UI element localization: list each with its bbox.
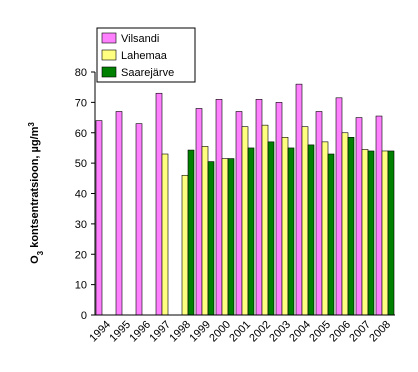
x-tick-label: 2004 xyxy=(287,319,313,345)
y-tick-label: 60 xyxy=(75,128,87,140)
y-label-part: 3 xyxy=(27,122,36,127)
bar xyxy=(95,120,103,316)
x-tick-label: 2005 xyxy=(307,319,333,345)
bar xyxy=(215,99,223,316)
bar xyxy=(375,115,383,316)
bar xyxy=(387,150,395,316)
bar xyxy=(295,83,303,316)
bar xyxy=(361,149,369,316)
x-tick-label: 2007 xyxy=(347,319,373,345)
y-label-part: 3 xyxy=(36,250,45,255)
y-label-part: O xyxy=(29,255,41,264)
bar xyxy=(301,126,309,316)
bar xyxy=(275,102,283,316)
bar xyxy=(227,158,235,316)
x-tick-label: 1994 xyxy=(87,319,113,345)
bar xyxy=(267,141,275,316)
bar xyxy=(155,92,163,316)
legend-swatch xyxy=(101,49,117,61)
bar xyxy=(261,124,269,316)
bar xyxy=(241,126,249,316)
x-tick-label: 2006 xyxy=(327,319,353,345)
legend-label: Vilsandi xyxy=(121,33,159,45)
legend-swatch xyxy=(101,66,117,78)
y-tick-label: 80 xyxy=(75,67,87,79)
bar xyxy=(135,123,143,316)
x-tick-label: 1999 xyxy=(187,319,213,345)
bar xyxy=(281,137,289,316)
bar xyxy=(367,150,375,316)
bar xyxy=(335,97,343,316)
bar xyxy=(161,153,169,316)
bar xyxy=(247,147,255,316)
bar xyxy=(187,149,195,316)
y-tick-label: 70 xyxy=(75,97,87,109)
bar xyxy=(207,161,215,316)
bar xyxy=(221,158,229,316)
y-tick-label: 20 xyxy=(75,249,87,261)
y-tick-label: 0 xyxy=(81,310,87,322)
x-tick-label: 2003 xyxy=(267,319,293,345)
x-tick-label: 1998 xyxy=(167,319,193,345)
x-tick-label: 2001 xyxy=(227,319,253,345)
legend-swatch xyxy=(101,32,117,44)
y-tick-label: 10 xyxy=(75,280,87,292)
x-tick-label: 2000 xyxy=(207,319,233,345)
bar xyxy=(235,111,243,316)
legend-label: Saarejärve xyxy=(121,67,174,79)
bar xyxy=(181,174,189,316)
bar xyxy=(347,137,355,316)
x-tick-label: 1996 xyxy=(127,319,153,345)
bar xyxy=(307,144,315,316)
x-tick-label: 1995 xyxy=(107,319,133,345)
bar xyxy=(287,147,295,316)
y-axis-label: O3 kontsentratsioon, µg/m3 xyxy=(27,122,45,264)
x-tick-label: 2002 xyxy=(247,319,273,345)
bar xyxy=(201,146,209,316)
bar xyxy=(315,111,323,316)
bar xyxy=(341,132,349,316)
bar xyxy=(327,153,335,316)
y-tick-label: 40 xyxy=(75,189,87,201)
legend-label: Lahemaa xyxy=(121,50,168,62)
bar xyxy=(255,99,263,316)
bar xyxy=(321,141,329,316)
x-tick-label: 2008 xyxy=(367,319,393,345)
bar xyxy=(355,117,363,316)
bar xyxy=(115,111,123,316)
y-tick-label: 30 xyxy=(75,219,87,231)
bar xyxy=(381,150,389,316)
y-label-part: kontsentratsioon, µg/m xyxy=(29,126,41,251)
bar xyxy=(195,108,203,316)
y-tick-label: 50 xyxy=(75,158,87,170)
x-tick-label: 1997 xyxy=(147,319,173,345)
